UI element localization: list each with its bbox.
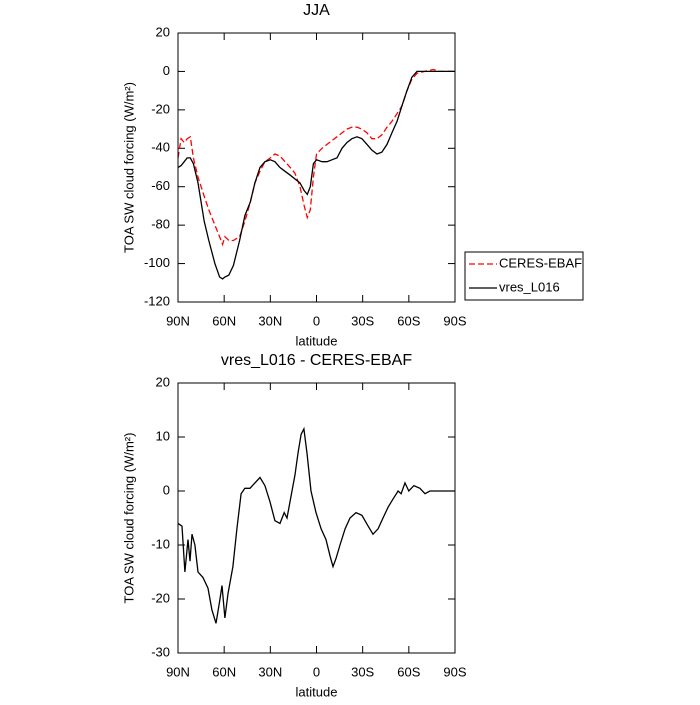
x-tick-label: 60S [397, 313, 420, 328]
plot-frame [177, 382, 456, 654]
chart-title: JJA [303, 2, 330, 19]
y-tick-label: -60 [151, 178, 170, 193]
y-tick-label: 0 [163, 482, 170, 497]
chart-title: vres_L016 - CERES-EBAF [221, 352, 412, 369]
x-axis-label: latitude [296, 684, 338, 699]
y-tick-label: -30 [151, 644, 170, 659]
x-tick-label: 30N [258, 664, 282, 679]
y-axis-label: TOA SW cloud forcing (W/m²) [121, 433, 136, 604]
x-axis-label: latitude [296, 333, 338, 348]
plot-frame [177, 32, 456, 303]
y-tick-label: 0 [163, 63, 170, 78]
y-tick-label: -120 [144, 293, 170, 308]
x-tick-label: 60N [212, 313, 236, 328]
x-tick-label: 30N [258, 313, 282, 328]
x-tick-label: 60N [212, 664, 236, 679]
legend-box [464, 251, 584, 301]
y-tick-label: 20 [156, 24, 170, 39]
data-line [177, 70, 455, 280]
y-tick-label: 10 [156, 428, 170, 443]
x-tick-label: 90N [166, 664, 190, 679]
x-tick-label: 60S [397, 664, 420, 679]
x-tick-label: 30S [351, 664, 374, 679]
y-tick-label: -100 [144, 255, 170, 270]
y-tick-label: -20 [151, 590, 170, 605]
data-line [177, 426, 455, 624]
legend-label: CERES-EBAF [499, 255, 582, 270]
y-tick-label: 20 [156, 374, 170, 389]
x-tick-label: 90S [443, 664, 466, 679]
data-line [177, 68, 455, 247]
x-tick-label: 0 [313, 313, 320, 328]
y-tick-label: -20 [151, 101, 170, 116]
y-tick-label: -10 [151, 536, 170, 551]
y-axis-label: TOA SW cloud forcing (W/m²) [121, 82, 136, 253]
x-tick-label: 30S [351, 313, 374, 328]
x-tick-label: 90N [166, 313, 190, 328]
y-tick-label: -40 [151, 140, 170, 155]
x-tick-label: 0 [313, 664, 320, 679]
y-tick-label: -80 [151, 217, 170, 232]
legend-label: vres_L016 [499, 279, 560, 294]
x-tick-label: 90S [443, 313, 466, 328]
